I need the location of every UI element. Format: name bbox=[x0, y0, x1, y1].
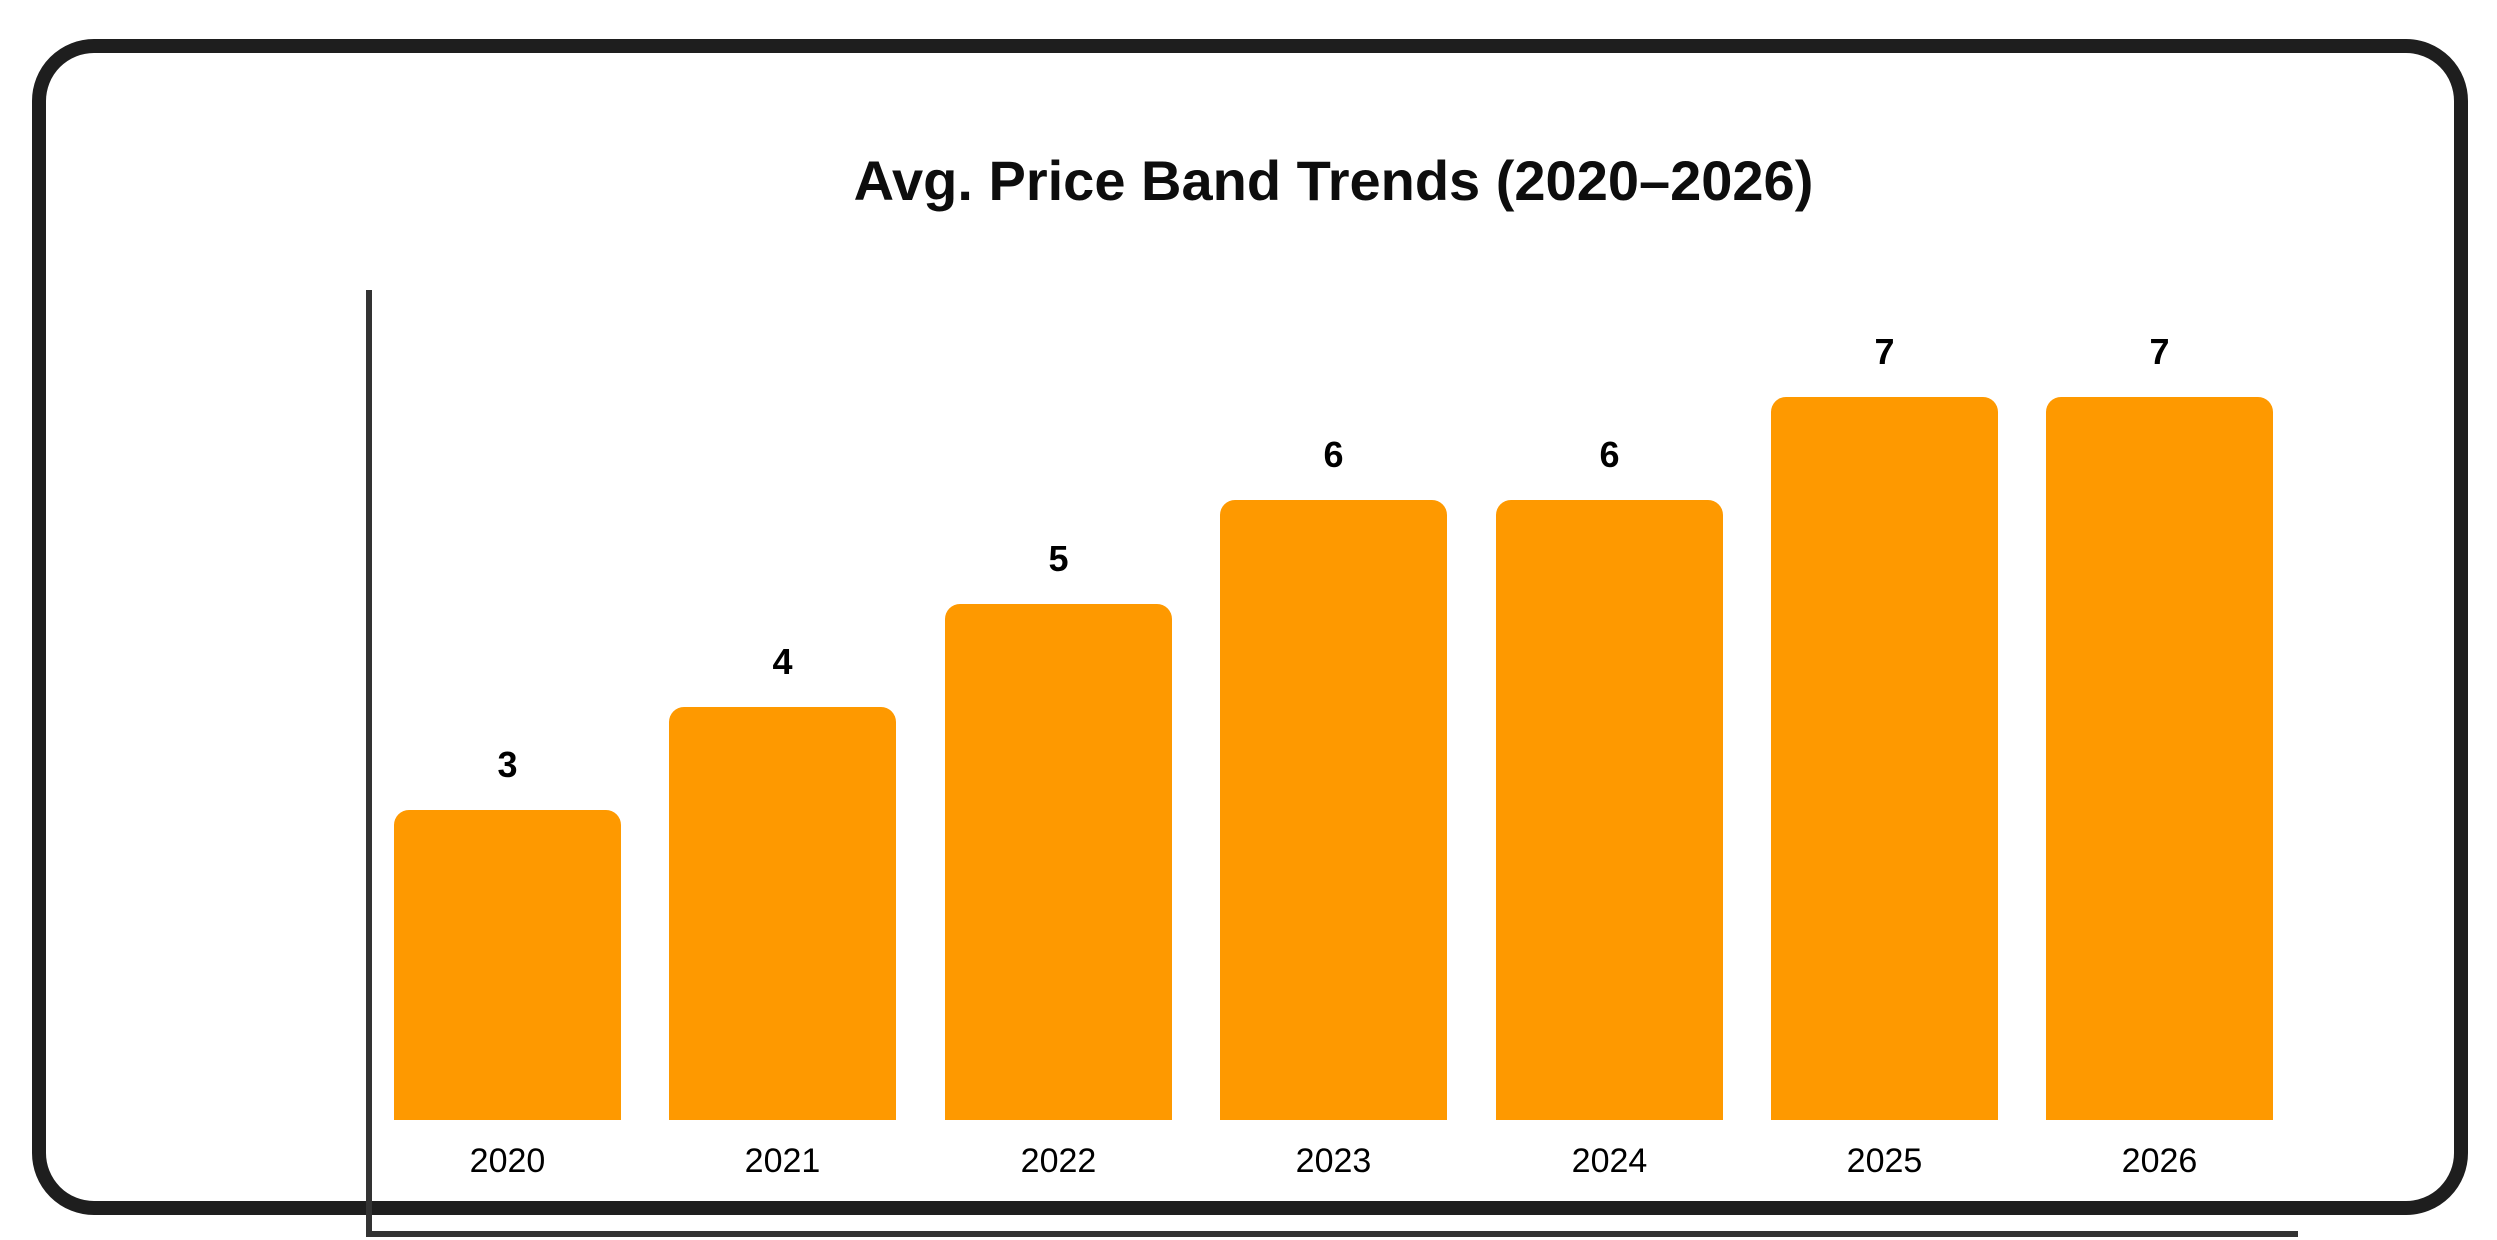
bar-value-label: 6 bbox=[1323, 434, 1344, 475]
bar-value-label: 6 bbox=[1599, 434, 1620, 475]
bar bbox=[394, 810, 621, 1120]
chart-title: Avg. Price Band Trends (2020–2026) bbox=[853, 149, 1814, 212]
bar-value-label: 3 bbox=[497, 744, 518, 785]
bar bbox=[669, 707, 896, 1120]
x-tick-label: 2022 bbox=[1020, 1142, 1097, 1180]
x-tick-label: 2020 bbox=[469, 1142, 546, 1180]
x-tick-label: 2023 bbox=[1295, 1142, 1372, 1180]
bar bbox=[1771, 397, 1998, 1120]
x-tick-label: 2024 bbox=[1571, 1142, 1648, 1180]
bar bbox=[1220, 500, 1447, 1120]
y-axis-line bbox=[366, 290, 372, 1236]
x-tick-label: 2026 bbox=[2121, 1142, 2198, 1180]
x-tick-label: 2021 bbox=[744, 1142, 821, 1180]
x-tick-label: 2025 bbox=[1846, 1142, 1923, 1180]
bar-value-label: 5 bbox=[1048, 538, 1069, 579]
x-axis-line bbox=[366, 1231, 2298, 1237]
bar-value-label: 4 bbox=[772, 641, 793, 682]
card-frame: Avg. Price Band Trends (2020–2026) 3 2020… bbox=[32, 39, 2468, 1237]
bar bbox=[2046, 397, 2273, 1120]
bar-value-label: 7 bbox=[1874, 331, 1895, 372]
bar-value-label: 7 bbox=[2149, 331, 2170, 372]
bar bbox=[945, 604, 1172, 1120]
bar bbox=[1496, 500, 1723, 1120]
